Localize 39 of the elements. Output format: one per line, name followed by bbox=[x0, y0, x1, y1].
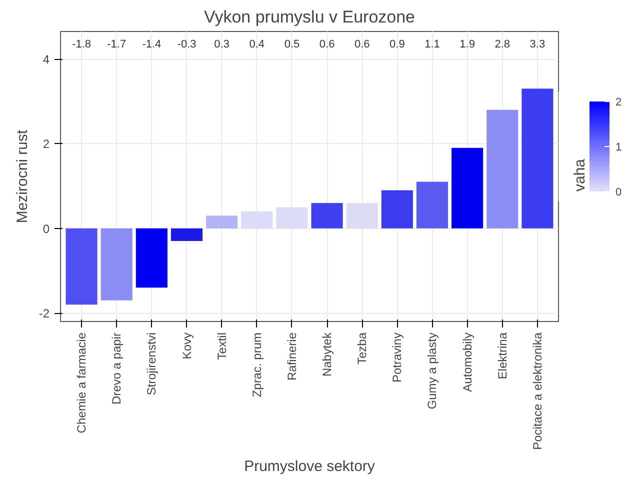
x-tick-label: Pocitace a elektronika bbox=[530, 332, 544, 450]
y-tick-label: 2 bbox=[42, 137, 50, 152]
x-tick-label: Elektrina bbox=[495, 332, 510, 380]
x-tick-label: Kovy bbox=[180, 332, 194, 360]
x-tick-label: Automobily bbox=[460, 332, 474, 392]
annotation: -0.3 bbox=[177, 38, 196, 50]
color-bar-label: 1 bbox=[616, 142, 622, 154]
annotation: 3.3 bbox=[530, 38, 546, 50]
x-tick-label: Strojirenstvi bbox=[144, 332, 159, 396]
x-tick-label: Textil bbox=[214, 332, 229, 360]
x-tick-label: Gumy a plasty bbox=[425, 332, 440, 410]
annotation: 1.9 bbox=[460, 38, 475, 50]
y-tick-label: 4 bbox=[42, 52, 50, 67]
x-tick-label: Nabytek bbox=[320, 332, 334, 377]
annotation: -1.4 bbox=[142, 38, 162, 50]
y-tick-label: 0 bbox=[42, 222, 50, 236]
annotation: 0.3 bbox=[214, 38, 230, 50]
annotation: -1.7 bbox=[107, 38, 126, 50]
annotation: -1.8 bbox=[72, 38, 92, 50]
annotation: 0.6 bbox=[319, 38, 335, 50]
y-tick-label: -2 bbox=[38, 306, 50, 321]
annotation: 0.6 bbox=[354, 38, 370, 50]
annotation: 2.8 bbox=[494, 38, 510, 50]
x-tick-label: Rafinerie bbox=[284, 332, 299, 381]
color-bar-title: vaha bbox=[572, 158, 588, 192]
color-bar-label: 0 bbox=[616, 186, 622, 198]
y-axis-title: Mezirocni rust bbox=[14, 128, 31, 224]
annotation: 0.4 bbox=[249, 38, 265, 50]
x-tick-label: Chemie a farmacie bbox=[74, 332, 89, 434]
x-tick-label: Drevo a papir bbox=[110, 332, 124, 405]
annotation: 1.1 bbox=[424, 38, 440, 50]
x-tick-label: Potraviny bbox=[390, 332, 404, 383]
x-tick-label: Zprac. prum bbox=[250, 332, 264, 398]
annotation: 0.5 bbox=[284, 38, 300, 50]
x-axis-title: Prumyslove sektory bbox=[244, 458, 376, 475]
x-tick-label: Tezba bbox=[355, 332, 370, 365]
annotation: 0.9 bbox=[390, 38, 405, 50]
color-bar-label: 2 bbox=[616, 96, 622, 108]
chart-title: Vykon prumyslu v Eurozone bbox=[204, 8, 416, 26]
